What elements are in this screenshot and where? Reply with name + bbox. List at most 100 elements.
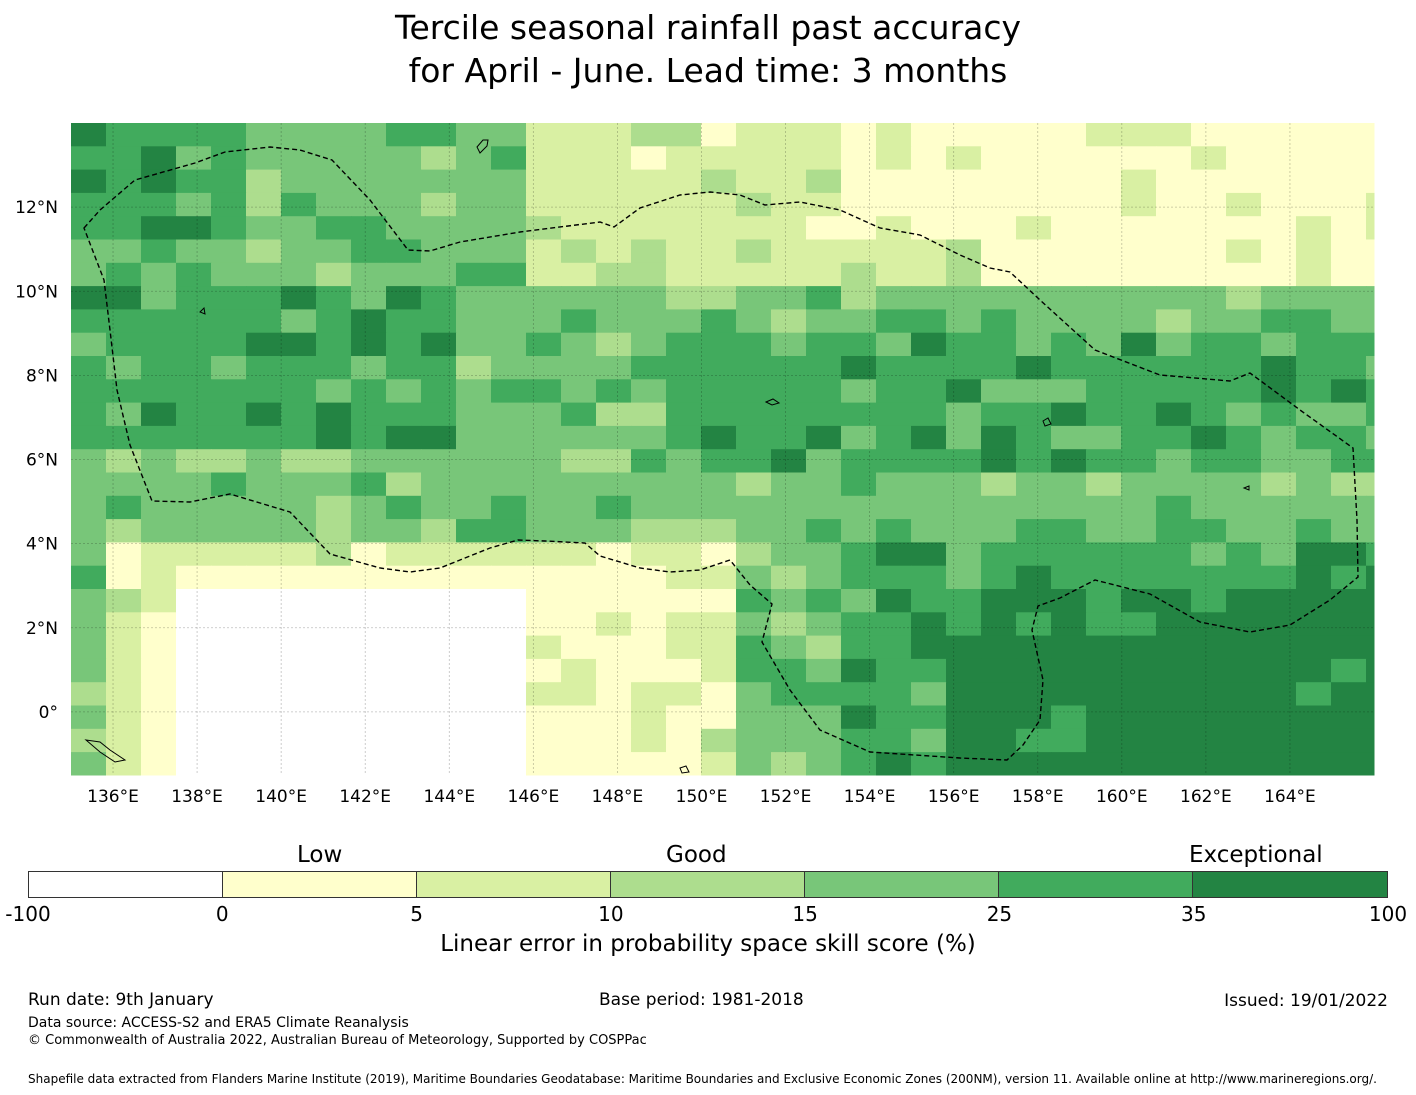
grid-cell bbox=[666, 123, 702, 147]
grid-cell bbox=[1156, 752, 1192, 776]
grid-cell bbox=[491, 472, 527, 497]
grid-cell bbox=[631, 472, 667, 497]
grid-cell bbox=[106, 286, 142, 310]
colorbar-tick-label: 35 bbox=[1180, 902, 1207, 926]
grid-cell bbox=[421, 309, 457, 334]
grid-cell bbox=[631, 169, 667, 194]
grid-cell bbox=[631, 612, 667, 637]
grid-cell bbox=[71, 309, 107, 334]
title-line-1: Tercile seasonal rainfall past accuracy bbox=[394, 8, 1022, 47]
grid-cell bbox=[1051, 589, 1087, 613]
grid-cell bbox=[316, 472, 352, 497]
grid-cell bbox=[596, 565, 632, 590]
grid-cell bbox=[1051, 682, 1087, 706]
grid-cell bbox=[666, 449, 702, 473]
grid-cell bbox=[106, 192, 142, 217]
grid-cell bbox=[246, 169, 282, 194]
grid-cell bbox=[71, 402, 107, 427]
grid-cell bbox=[1191, 519, 1227, 543]
grid-cell bbox=[701, 658, 737, 683]
grid-cell bbox=[981, 286, 1017, 310]
grid-cell bbox=[876, 169, 912, 194]
grid-cell bbox=[1226, 472, 1262, 497]
grid-cell bbox=[1366, 728, 1375, 753]
grid-cell bbox=[421, 192, 457, 217]
grid-cell bbox=[176, 216, 212, 240]
grid-cell bbox=[316, 495, 352, 520]
grid-cell bbox=[246, 495, 282, 520]
grid-cell bbox=[211, 216, 247, 240]
grid-cell bbox=[491, 565, 527, 590]
grid-cell bbox=[1016, 379, 1052, 404]
grid-cell bbox=[561, 752, 597, 776]
grid-cell bbox=[596, 519, 632, 543]
grid-cell bbox=[1296, 565, 1332, 590]
grid-cell bbox=[1296, 379, 1332, 404]
grid-cell bbox=[946, 169, 982, 194]
grid-cell bbox=[1191, 635, 1227, 660]
grid-cell bbox=[141, 612, 177, 637]
grid-cell bbox=[1261, 752, 1297, 776]
grid-cell bbox=[911, 262, 947, 287]
grid-cell bbox=[316, 332, 352, 357]
grid-cell bbox=[771, 658, 807, 683]
grid-cell bbox=[1191, 472, 1227, 497]
grid-cell bbox=[981, 379, 1017, 404]
grid-cell bbox=[421, 123, 457, 147]
grid-cell bbox=[386, 286, 422, 310]
longitude-tick-label: 158°E bbox=[1012, 787, 1064, 807]
grid-cell bbox=[526, 612, 562, 637]
grid-cell bbox=[526, 379, 562, 404]
grid-cell bbox=[561, 589, 597, 613]
grid-cell bbox=[246, 682, 282, 706]
grid-cell bbox=[911, 309, 947, 334]
grid-cell bbox=[1296, 519, 1332, 543]
grid-cell bbox=[106, 262, 142, 287]
grid-cell bbox=[421, 542, 457, 567]
grid-cell bbox=[316, 146, 352, 171]
grid-cell bbox=[106, 123, 142, 147]
grid-cell bbox=[1191, 192, 1227, 217]
grid-cell bbox=[386, 658, 422, 683]
grid-cell bbox=[911, 356, 947, 380]
grid-cell bbox=[1086, 589, 1122, 613]
grid-cell bbox=[106, 635, 142, 660]
grid-cell bbox=[316, 565, 352, 590]
grid-cell bbox=[666, 589, 702, 613]
latitude-tick-label: 0° bbox=[39, 703, 58, 723]
longitude-tick-label: 146°E bbox=[508, 787, 560, 807]
grid-cell bbox=[946, 239, 982, 264]
grid-cell bbox=[141, 169, 177, 194]
grid-cell bbox=[176, 658, 212, 683]
grid-cell bbox=[106, 146, 142, 171]
grid-cell bbox=[491, 146, 527, 171]
grid-cell bbox=[876, 379, 912, 404]
grid-cell bbox=[911, 402, 947, 427]
grid-cell bbox=[946, 402, 982, 427]
grid-cell bbox=[1331, 216, 1367, 240]
grid-cell bbox=[631, 262, 667, 287]
grid-cell bbox=[701, 682, 737, 706]
grid-cell bbox=[491, 542, 527, 567]
grid-cell bbox=[911, 425, 947, 450]
grid-cell bbox=[141, 332, 177, 357]
grid-cell bbox=[526, 705, 562, 730]
grid-cell bbox=[281, 239, 317, 264]
grid-cell bbox=[806, 752, 842, 776]
grid-cell bbox=[316, 402, 352, 427]
grid-cell bbox=[281, 425, 317, 450]
grid-cell bbox=[71, 425, 107, 450]
grid-cell bbox=[421, 286, 457, 310]
grid-cell bbox=[141, 705, 177, 730]
grid-cell bbox=[701, 752, 737, 776]
grid-cell bbox=[1296, 239, 1332, 264]
grid-cell bbox=[561, 192, 597, 217]
grid-cell bbox=[351, 169, 387, 194]
grid-cell bbox=[1226, 495, 1262, 520]
grid-cell bbox=[1296, 682, 1332, 706]
grid-cell bbox=[946, 658, 982, 683]
grid-cell bbox=[421, 216, 457, 240]
grid-cell bbox=[666, 332, 702, 357]
grid-cell bbox=[386, 449, 422, 473]
grid-cell bbox=[981, 425, 1017, 450]
